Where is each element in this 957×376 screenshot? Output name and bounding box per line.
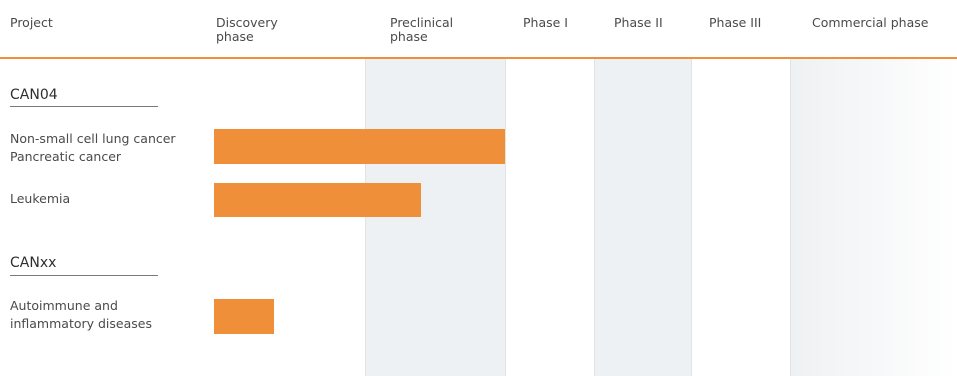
header-phase-2: Phase II xyxy=(614,15,663,30)
row-label-leukemia: Leukemia xyxy=(10,191,71,206)
group-title-canxx: CANxx xyxy=(10,255,57,271)
header-discovery-phase: Discovery phase xyxy=(216,15,278,44)
bar-autoimmune-inflammatory xyxy=(214,299,275,334)
column-divider xyxy=(365,58,366,376)
preclinical-column-shade xyxy=(365,58,505,376)
header-rule xyxy=(0,57,957,59)
column-divider xyxy=(691,58,692,376)
group-title-can04: CAN04 xyxy=(10,87,58,103)
header-project: Project xyxy=(10,15,53,30)
header-commercial-phase: Commercial phase xyxy=(812,15,929,30)
header-preclinical-phase: Preclinical phase xyxy=(390,15,454,44)
column-divider xyxy=(594,58,595,376)
bar-nsclc-pancreatic xyxy=(214,129,505,164)
column-divider xyxy=(790,58,791,376)
header-phase-1: Phase I xyxy=(523,15,568,30)
row-label-nsclc-pancreatic: Non-small cell lung cancer Pancreatic ca… xyxy=(10,131,176,164)
phase2-column-shade xyxy=(594,58,691,376)
commercial-column-shade xyxy=(790,58,957,376)
group-rule xyxy=(10,106,158,107)
group-rule xyxy=(10,275,158,276)
header-phase-3: Phase III xyxy=(709,15,762,30)
bar-leukemia xyxy=(214,183,421,217)
row-label-autoimmune-inflammatory: Autoimmune and inflammatory diseases xyxy=(10,298,152,331)
column-divider xyxy=(505,58,506,376)
